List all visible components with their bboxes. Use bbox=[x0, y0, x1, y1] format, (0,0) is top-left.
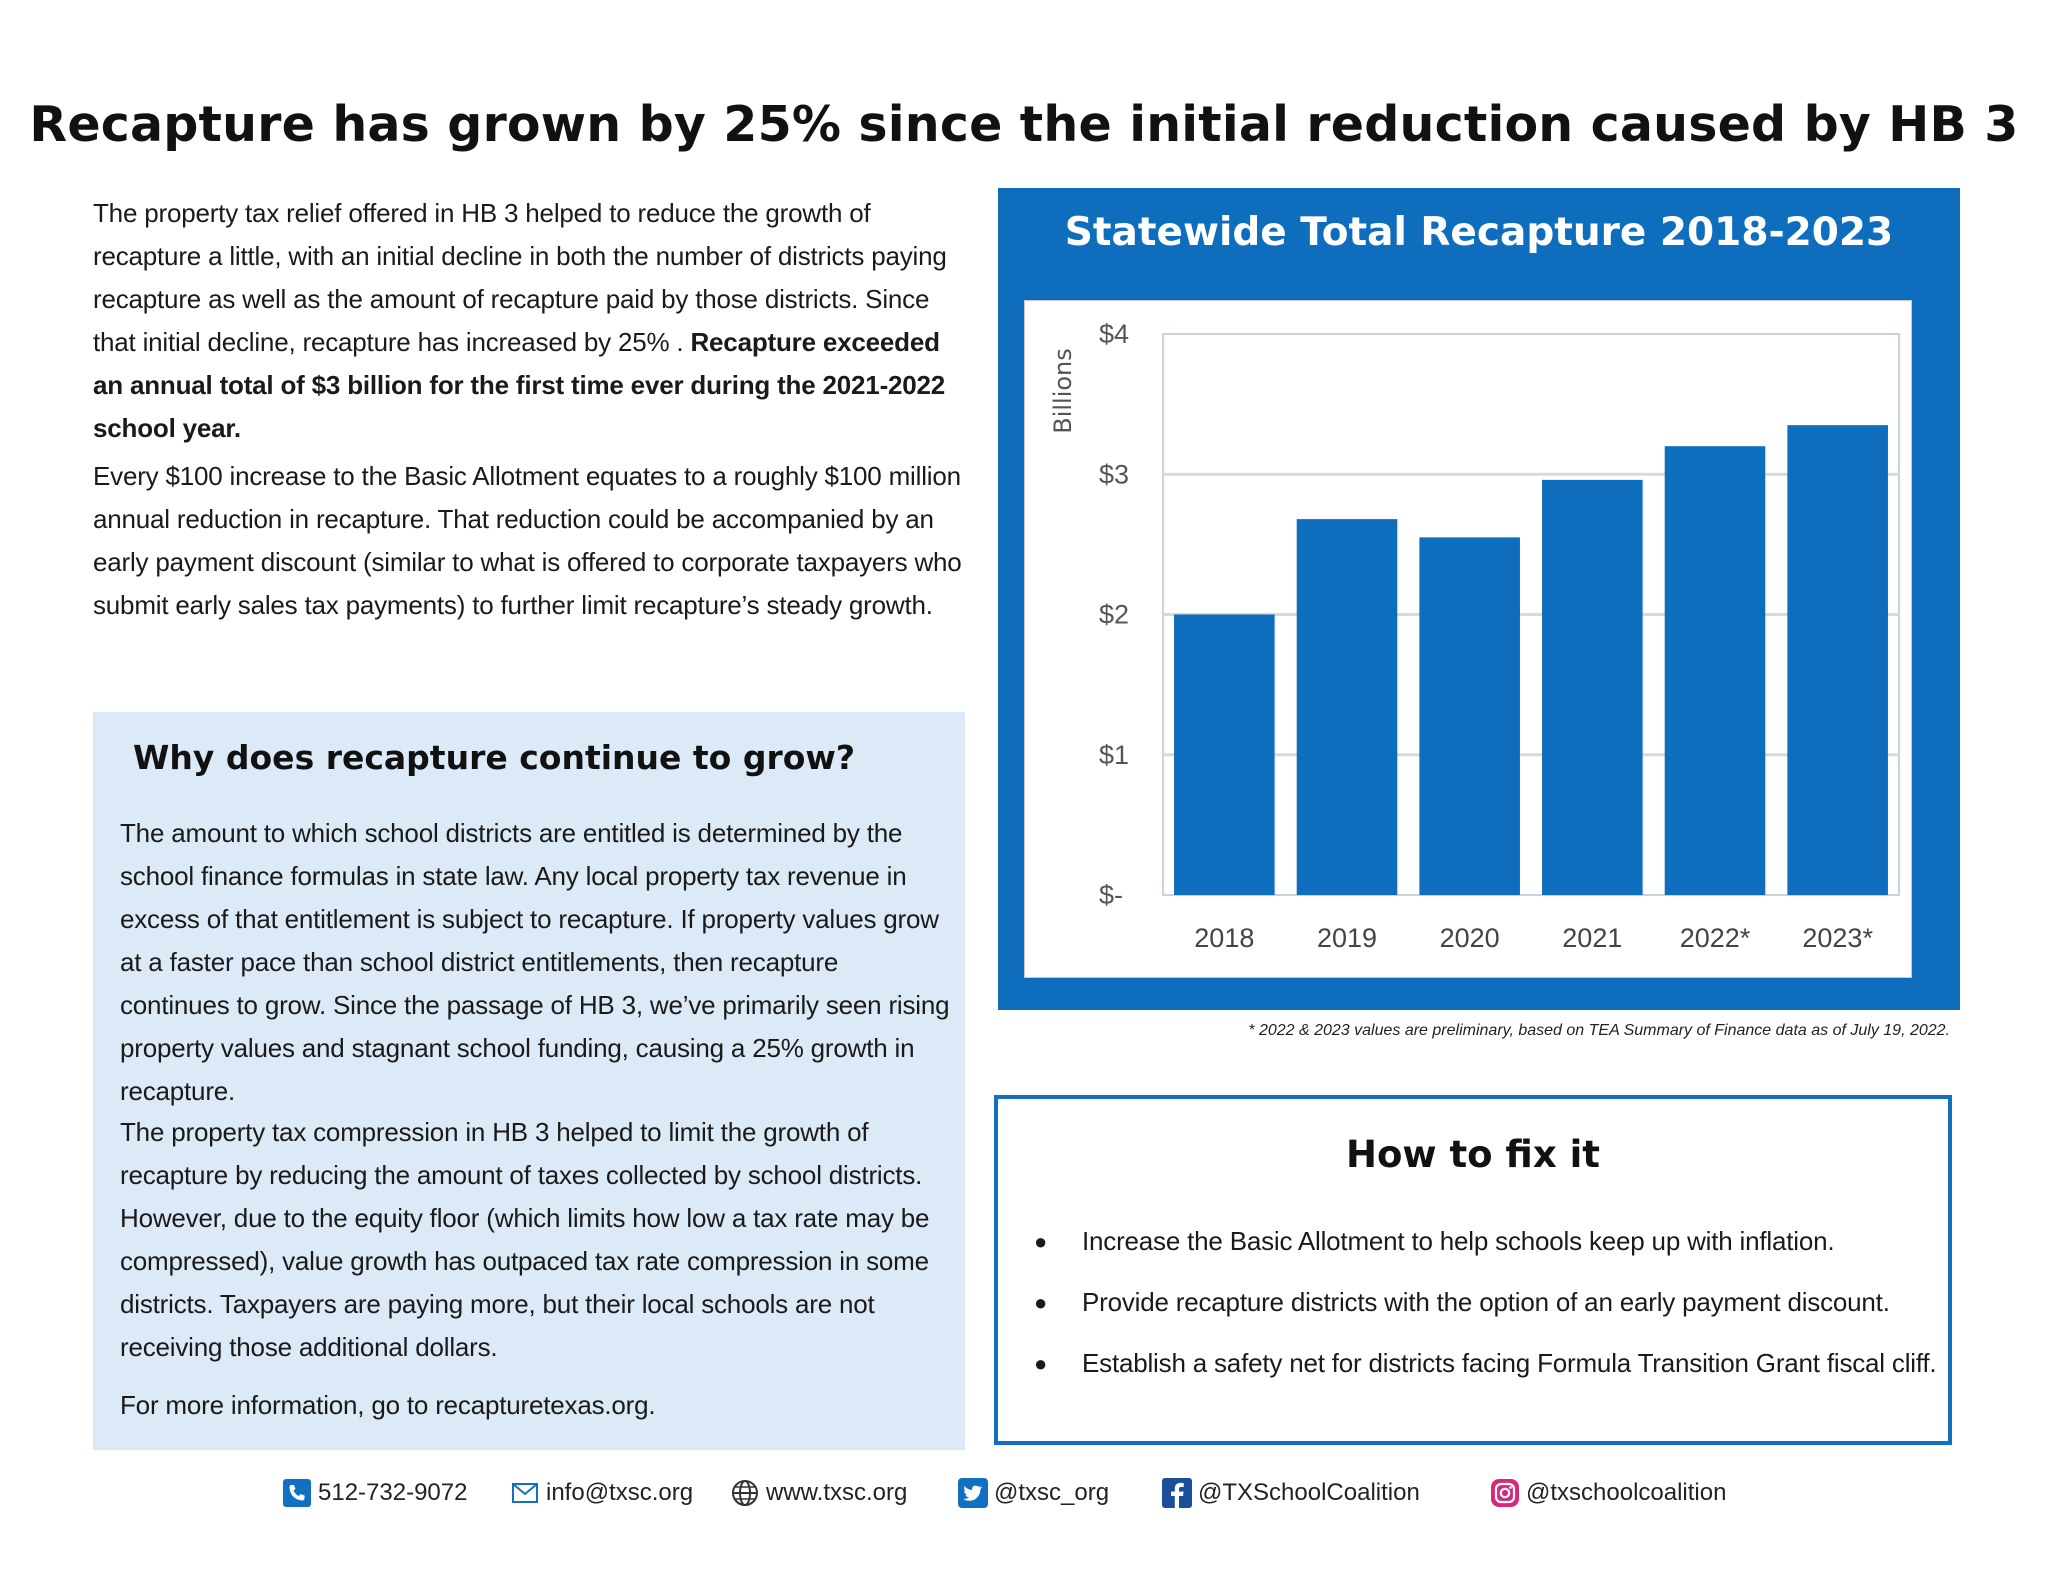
twitter-text: @txsc_org bbox=[994, 1479, 1110, 1506]
globe-icon bbox=[730, 1478, 760, 1508]
fix-list: ● Increase the Basic Allotment to help sc… bbox=[1030, 1220, 1940, 1403]
fix-item-text: Establish a safety net for districts fac… bbox=[1082, 1348, 1937, 1378]
phone-contact[interactable]: 512-732-9072 bbox=[282, 1478, 467, 1508]
bar-chart: $- $1 $2 $3 $4 Billions 2018 2019 2020 2021 2022* 2… bbox=[1049, 319, 1900, 953]
intro-paragraph-1: The property tax relief offered in HB 3 … bbox=[93, 192, 973, 450]
chart-footnote: * 2022 & 2023 values are preliminary, ba… bbox=[1248, 1022, 1950, 1039]
fix-item-text: Provide recapture districts with the opt… bbox=[1082, 1287, 1890, 1317]
bar bbox=[1664, 446, 1766, 895]
fix-panel bbox=[994, 1095, 1952, 1445]
x-tick-label: 2018 bbox=[1194, 923, 1254, 953]
intro-paragraph-1-bold: Recapture exceeded an annual total of $3… bbox=[93, 327, 946, 443]
x-tick-label: 2023* bbox=[1802, 923, 1873, 953]
page-title: Recapture has grown by 25% since the ini… bbox=[29, 96, 2019, 153]
y-tick-label: $1 bbox=[1099, 740, 1129, 770]
why-title: Why does recapture continue to grow? bbox=[133, 738, 856, 777]
phone-text: 512-732-9072 bbox=[318, 1479, 468, 1506]
web-contact[interactable]: www.txsc.org bbox=[730, 1478, 907, 1508]
instagram-text: @txschoolcoalition bbox=[1526, 1479, 1727, 1506]
intro-paragraph-1-text: The property tax relief offered in HB 3 … bbox=[93, 198, 947, 357]
facebook-text: @TXSchoolCoalition bbox=[1198, 1479, 1420, 1506]
y-axis-label: Billions bbox=[1049, 348, 1077, 434]
bar bbox=[1787, 425, 1888, 895]
bar bbox=[1542, 479, 1643, 895]
facebook-contact[interactable]: @TXSchoolCoalition bbox=[1162, 1478, 1420, 1508]
y-tick-label: $- bbox=[1099, 880, 1123, 910]
email-text: info@txsc.org bbox=[546, 1479, 694, 1506]
fix-item: ● Increase the Basic Allotment to help sc… bbox=[1030, 1220, 1940, 1281]
y-tick-label: $3 bbox=[1099, 459, 1129, 489]
chart-panel: $- $1 $2 $3 $4 Billions 2018 2019 2020 2021 2022* 2… bbox=[1024, 300, 1912, 978]
fix-item-text: Increase the Basic Allotment to help sch… bbox=[1082, 1226, 1835, 1256]
why-paragraph-1: The amount to which school districts are… bbox=[120, 818, 950, 1106]
intro-paragraph-2: Every $100 increase to the Basic Allotme… bbox=[93, 461, 962, 620]
bullet-icon: ● bbox=[1034, 1229, 1048, 1254]
bar bbox=[1296, 519, 1398, 895]
twitter-contact[interactable]: @txsc_org bbox=[958, 1478, 1109, 1508]
why-more-info: For more information, go to recapturetex… bbox=[120, 1390, 656, 1420]
x-tick-label: 2019 bbox=[1317, 923, 1377, 953]
fix-item: ● Establish a safety net for districts fa… bbox=[1030, 1342, 1940, 1403]
phone-icon bbox=[282, 1478, 312, 1508]
why-paragraph-2: The property tax compression in HB 3 hel… bbox=[120, 1117, 930, 1362]
contact-footer: 512-732-9072 info@txsc.org www.txsc.org … bbox=[0, 1478, 2048, 1518]
y-tick-label: $2 bbox=[1099, 600, 1129, 630]
bar bbox=[1419, 537, 1520, 895]
twitter-icon bbox=[958, 1478, 988, 1508]
x-tick-label: 2020 bbox=[1440, 923, 1500, 953]
web-text: www.txsc.org bbox=[766, 1479, 908, 1506]
facebook-icon bbox=[1162, 1478, 1192, 1508]
x-tick-label: 2021 bbox=[1562, 923, 1622, 953]
fix-title: How to fix it bbox=[1346, 1133, 1600, 1176]
why-panel bbox=[93, 712, 965, 1450]
instagram-contact[interactable]: @txschoolcoalition bbox=[1490, 1478, 1726, 1508]
bar bbox=[1174, 614, 1275, 895]
y-tick-label: $4 bbox=[1099, 319, 1129, 349]
bullet-icon: ● bbox=[1034, 1290, 1048, 1315]
email-contact[interactable]: info@txsc.org bbox=[510, 1478, 693, 1508]
bullet-icon: ● bbox=[1034, 1351, 1048, 1376]
instagram-icon bbox=[1490, 1478, 1520, 1508]
email-icon bbox=[510, 1478, 540, 1508]
chart-title: Statewide Total Recapture 2018-2023 bbox=[1064, 210, 1894, 255]
x-tick-label: 2022* bbox=[1680, 923, 1751, 953]
fix-item: ● Provide recapture districts with the op… bbox=[1030, 1281, 1940, 1342]
